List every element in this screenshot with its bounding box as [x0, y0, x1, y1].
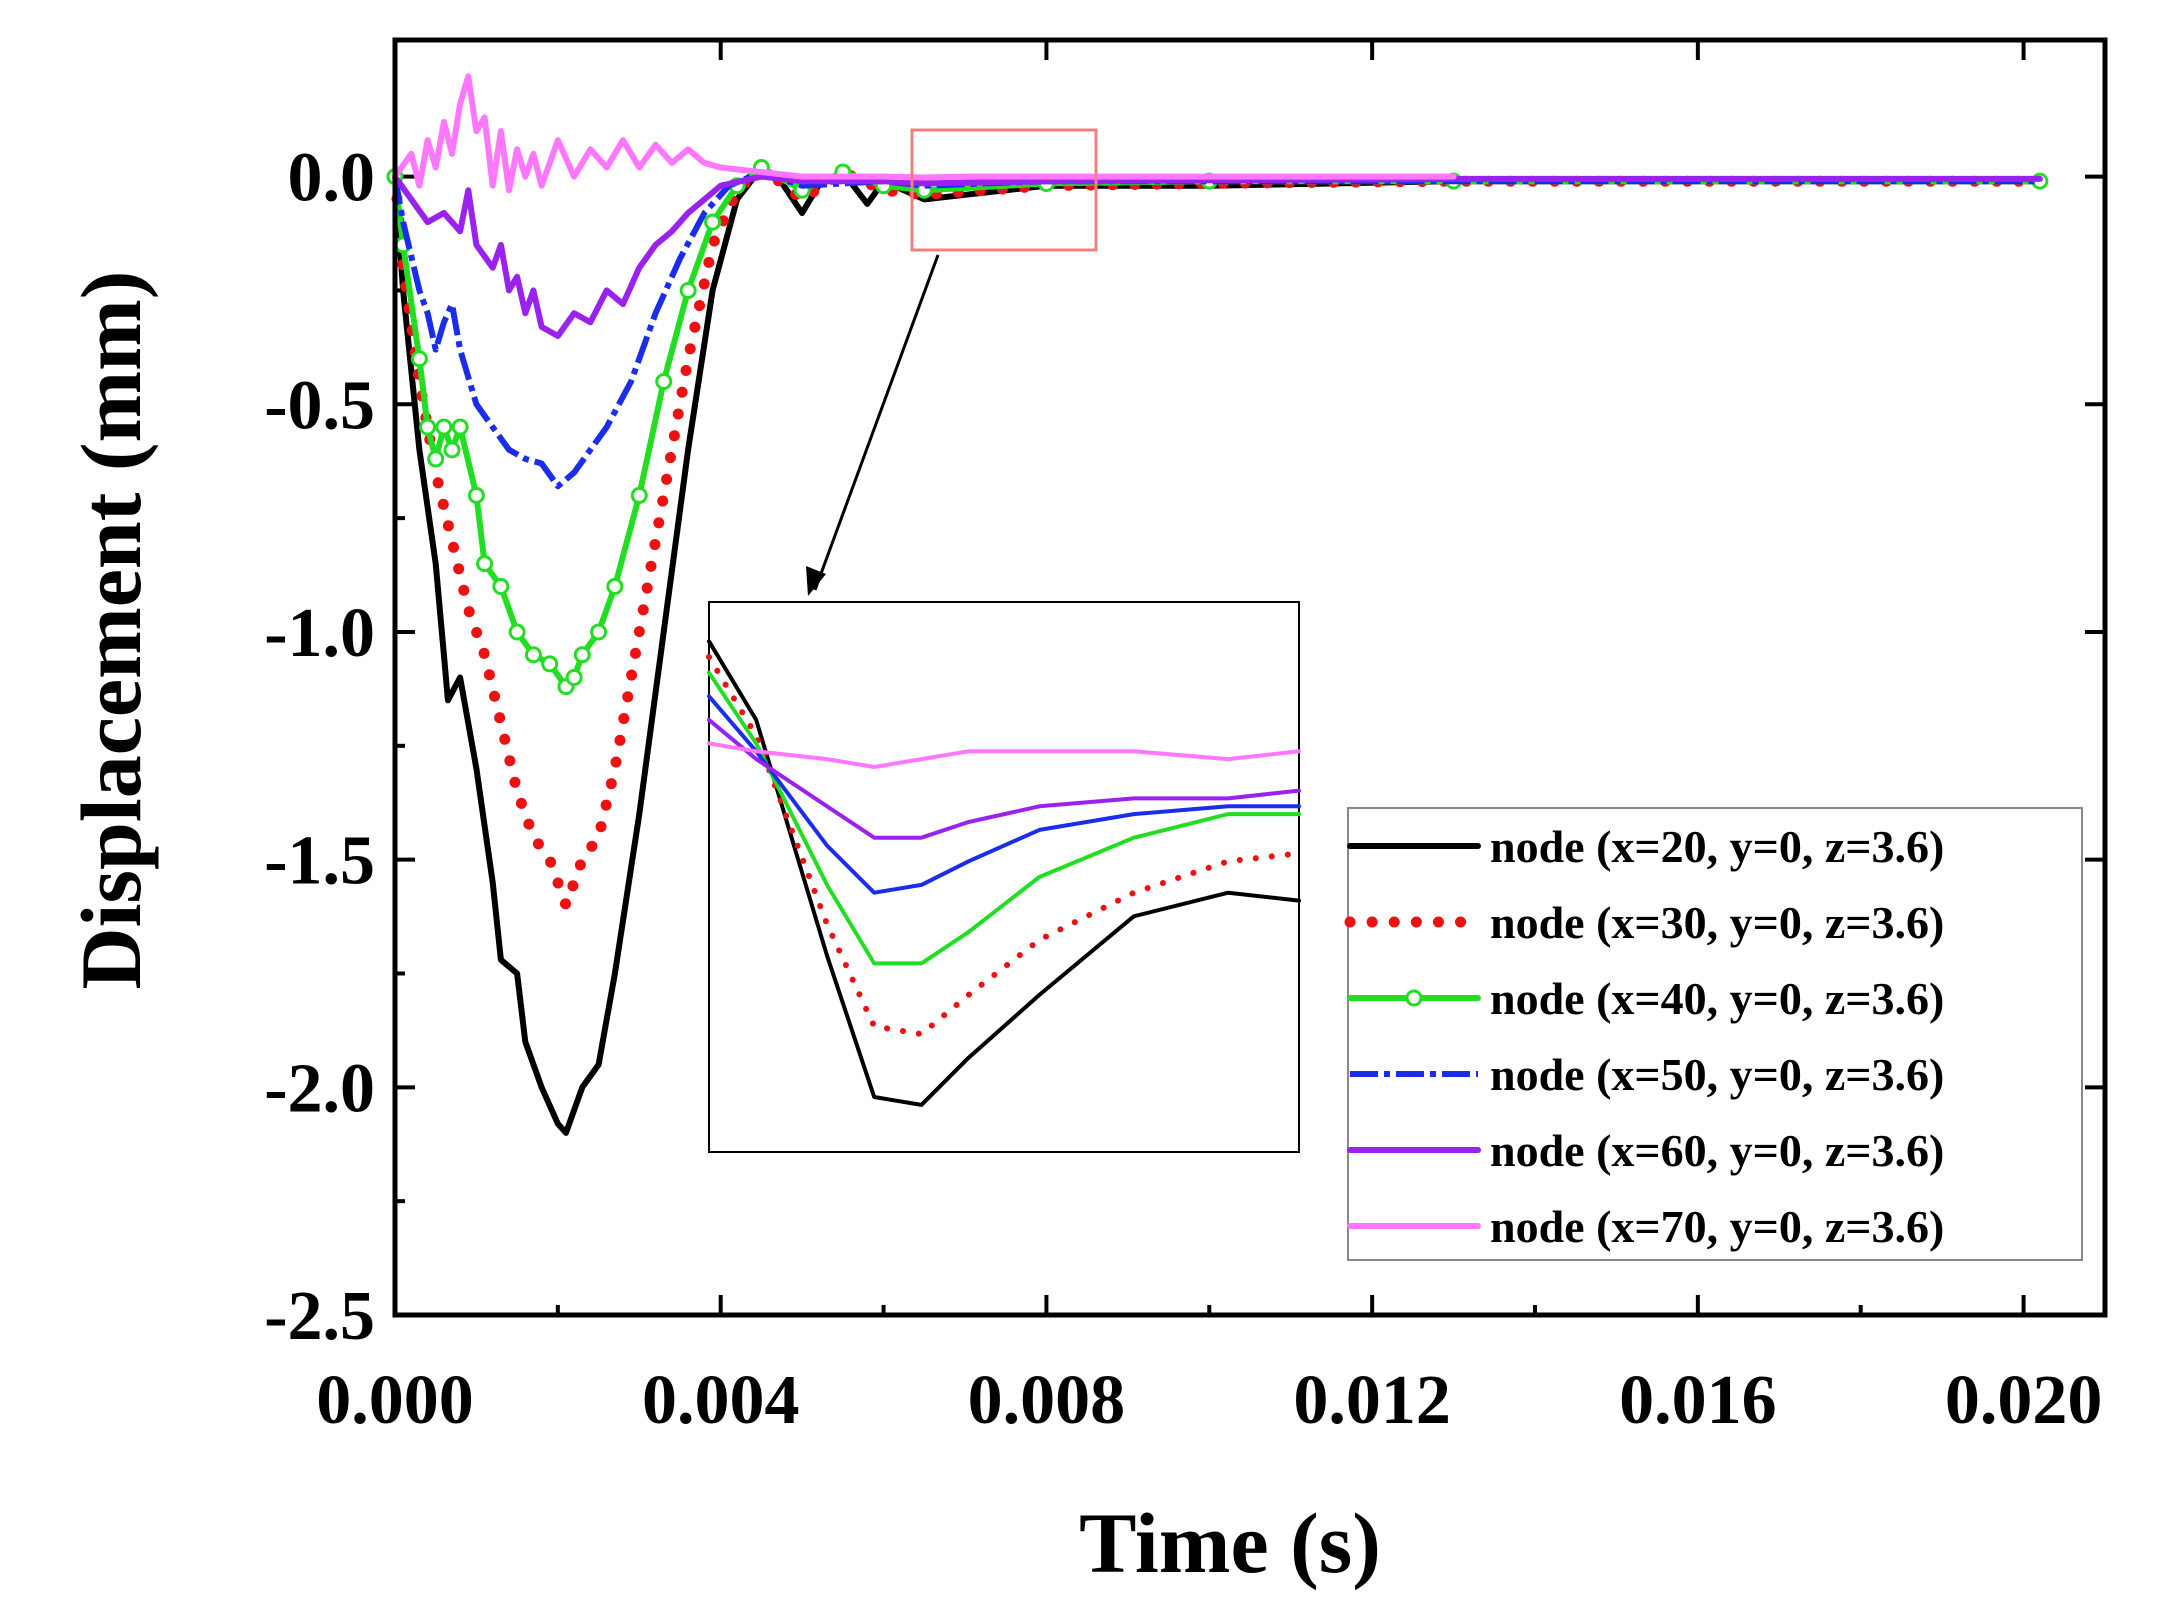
series-marker [476, 555, 494, 573]
tick-labels: 0.000 0.004 0.008 0.012 0.016 0.020 0.0 -0.5 -1.… [264, 140, 2102, 1439]
inset-series-line-4 [707, 694, 1301, 895]
series-marker [508, 623, 526, 641]
series-marker [467, 486, 485, 504]
y-tick-label: -1.5 [264, 823, 375, 900]
inset-series-line-1 [707, 639, 1301, 1107]
series-line-4 [392, 169, 2040, 490]
series-marker [655, 373, 673, 391]
x-tick-label: 0.008 [968, 1362, 1126, 1439]
x-tick-label: 0.012 [1293, 1362, 1451, 1439]
x-tick-label: 0.004 [642, 1362, 800, 1439]
y-tick-label: -0.5 [264, 367, 375, 444]
series-marker [679, 281, 697, 299]
series-line-6 [392, 73, 1457, 194]
legend-label: node (x=30, y=0, z=3.6) [1490, 897, 1944, 948]
zoom-arrow-head [806, 566, 826, 596]
series-marker [435, 418, 453, 436]
series-marker [541, 655, 559, 673]
series-marker [427, 450, 445, 468]
series-marker [410, 350, 428, 368]
series-marker [443, 441, 461, 459]
legend-label: node (x=40, y=0, z=3.6) [1490, 973, 1944, 1024]
legend-box [1347, 807, 2083, 1261]
inset-series-line-2 [706, 654, 1302, 1038]
series-marker [573, 646, 591, 664]
x-tick-label: 0.000 [316, 1362, 474, 1439]
legend-label: node (x=50, y=0, z=3.6) [1490, 1049, 1944, 1100]
series-marker [565, 669, 583, 686]
series-marker [606, 577, 624, 595]
x-tick-label: 0.020 [1945, 1362, 2103, 1439]
inset-series-line-6 [707, 741, 1301, 769]
series-line-5 [392, 173, 2043, 339]
series-marker [590, 623, 608, 641]
legend-label: node (x=20, y=0, z=3.6) [1490, 821, 1944, 872]
y-tick-label: -2.0 [264, 1050, 375, 1127]
legend-label: node (x=70, y=0, z=3.6) [1490, 1201, 1944, 1252]
x-axis-title: Time (s) [1079, 1495, 1381, 1591]
inset-series [706, 639, 1302, 1107]
y-tick-label: 0.0 [288, 140, 376, 217]
plot-frame [392, 37, 2108, 1318]
legend: node (x=20, y=0, z=3.6) node (x=30, y=0, … [1344, 807, 2083, 1261]
legend-entries: node (x=20, y=0, z=3.6) node (x=30, y=0, … [1344, 821, 1944, 1252]
series-marker [492, 577, 510, 595]
legend-marker [1405, 989, 1423, 1007]
inset-frame [708, 601, 1300, 1153]
legend-label: node (x=60, y=0, z=3.6) [1490, 1125, 1944, 1176]
y-axis-title: Displacement (mm) [63, 271, 159, 990]
y-tick-label: -2.5 [264, 1278, 375, 1355]
x-tick-label: 0.016 [1619, 1362, 1777, 1439]
series-marker [630, 486, 648, 504]
y-tick-label: -1.0 [264, 595, 375, 672]
plot-series [386, 73, 2049, 1136]
series-marker [451, 418, 469, 436]
inset-series-line-3 [707, 670, 1301, 966]
inset-series-line-5 [707, 717, 1301, 840]
series-line-2 [389, 162, 2046, 911]
series-marker [524, 646, 542, 664]
zoom-region-box [910, 128, 1098, 252]
series-marker [419, 418, 437, 436]
zoom-arrow [813, 254, 940, 591]
series-marker [704, 213, 722, 231]
inset-chart [706, 601, 1302, 1153]
